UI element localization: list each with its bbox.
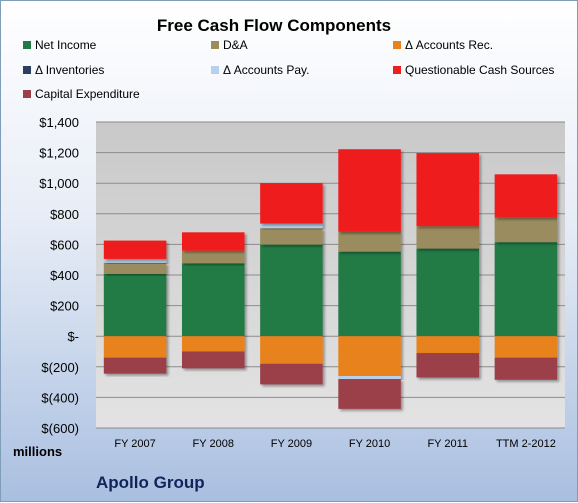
bar-segment-delta-accounts-pay xyxy=(103,258,167,263)
bar-segment-delta-accounts-rec xyxy=(416,336,480,354)
bar-segment-capital-expenditure xyxy=(181,351,245,369)
y-tick-label: $(200) xyxy=(41,360,79,375)
y-tick-label: $800 xyxy=(50,207,79,222)
bar-segment-delta-accounts-pay xyxy=(260,223,323,229)
bar-segment-delta-accounts-rec xyxy=(494,336,558,358)
x-tick-label: FY 2011 xyxy=(427,438,468,450)
bar-segment-net-income xyxy=(260,244,323,337)
x-tick-label: FY 2008 xyxy=(193,438,234,450)
legend-label-questionable-cash-sources: Questionable Cash Sources xyxy=(405,63,554,77)
bar-segment-delta-accounts-rec xyxy=(103,336,167,358)
x-tick-label: FY 2009 xyxy=(271,438,312,450)
y-tick-label: $1,200 xyxy=(39,146,79,161)
bar-segment-questionable-cash-sources xyxy=(338,149,401,232)
legend-label-delta-accounts-pay: Δ Accounts Pay. xyxy=(223,63,310,77)
bar-segment-capital-expenditure xyxy=(494,357,558,380)
legend-label-danda: D&A xyxy=(223,38,248,52)
bar-segment-net-income xyxy=(181,263,245,337)
bar-segment-delta-accounts-rec xyxy=(181,336,245,352)
y-tick-label: $1,000 xyxy=(39,176,79,191)
bar-segment-questionable-cash-sources xyxy=(494,174,558,218)
chart-title: Free Cash Flow Components xyxy=(157,16,391,35)
legend-swatch-net-income xyxy=(23,41,31,49)
gridlines xyxy=(96,121,565,429)
y-tick-label: $200 xyxy=(50,299,79,314)
legend-label-delta-inventories: Δ Inventories xyxy=(35,63,104,77)
bar-segment-capital-expenditure xyxy=(338,379,401,409)
bar-segment-net-income xyxy=(416,248,480,337)
bar-segment-questionable-cash-sources xyxy=(103,240,167,259)
bar-segment-danda xyxy=(181,250,245,264)
legend-swatch-delta-accounts-pay xyxy=(211,66,219,74)
legend-swatch-delta-accounts-rec xyxy=(393,41,401,49)
x-axis-tick-labels: FY 2007 FY 2008 FY 2009 FY 2010 FY 2011 TTM 2… xyxy=(114,438,555,450)
bar-stacks xyxy=(103,149,558,409)
bar-segment-questionable-cash-sources xyxy=(416,153,480,227)
bar-segment-danda xyxy=(416,226,480,249)
y-tick-label: $(600) xyxy=(41,421,79,436)
y-tick-label: $1,400 xyxy=(39,115,79,130)
bar-segment-delta-accounts-pay xyxy=(338,375,401,380)
legend-label-capital-expenditure: Capital Expenditure xyxy=(35,87,140,101)
legend-swatch-capital-expenditure xyxy=(23,90,31,98)
y-tick-label: $400 xyxy=(50,268,79,283)
legend-swatch-delta-inventories xyxy=(23,66,31,74)
legend-label-delta-accounts-rec: Δ Accounts Rec. xyxy=(405,38,493,52)
units-label: millions xyxy=(13,444,62,459)
legend-label-net-income: Net Income xyxy=(35,38,97,52)
y-tick-label: $(400) xyxy=(41,390,79,405)
y-tick-label: $- xyxy=(67,329,79,344)
bar-segment-capital-expenditure xyxy=(416,353,480,378)
bar-segment-capital-expenditure xyxy=(103,357,167,374)
bar-segment-danda xyxy=(494,217,558,243)
x-tick-label: FY 2010 xyxy=(349,438,390,450)
bar-segment-net-income xyxy=(494,242,558,337)
bar-segment-capital-expenditure xyxy=(260,363,323,385)
bar-segment-questionable-cash-sources xyxy=(181,232,245,251)
bar-segment-delta-accounts-rec xyxy=(260,336,323,364)
bar-segment-net-income xyxy=(103,273,167,337)
legend-swatch-questionable-cash-sources xyxy=(393,66,401,74)
bar-segment-net-income xyxy=(338,251,401,337)
company-name: Apollo Group xyxy=(96,473,205,492)
x-tick-label: FY 2007 xyxy=(114,438,155,450)
bar-segment-questionable-cash-sources xyxy=(260,183,323,224)
bar-segment-delta-accounts-rec xyxy=(338,336,401,376)
bar-segment-danda xyxy=(338,231,401,252)
bar-segment-danda xyxy=(103,262,167,274)
legend: Net Income D&A Δ Accounts Rec. Δ Inventorie… xyxy=(23,38,554,101)
y-tick-label: $600 xyxy=(50,237,79,252)
x-tick-label: TTM 2-2012 xyxy=(496,438,556,450)
bar-segment-danda xyxy=(260,228,323,245)
legend-swatch-danda xyxy=(211,41,219,49)
y-axis-tick-labels: $1,400 $1,200 $1,000 $800 $600 $400 $200 $- $(20… xyxy=(39,115,79,436)
